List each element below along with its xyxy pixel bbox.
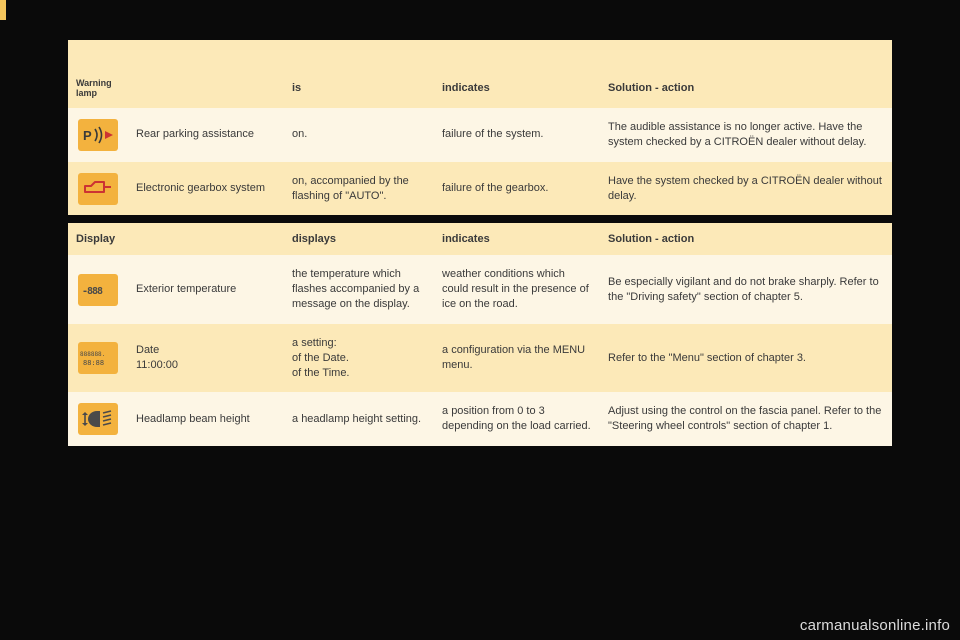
svg-text:888888.: 888888. xyxy=(80,351,105,358)
row-indicates: a configuration via the MENU menu. xyxy=(434,324,600,393)
row-name: Headlamp beam height xyxy=(128,392,284,446)
col-solution-header: Solution - action xyxy=(600,68,892,108)
row-state: on, accompanied by the flashing of "AUTO… xyxy=(284,162,434,216)
icon-cell xyxy=(68,162,128,216)
table-row: Electronic gearbox system on, accompanie… xyxy=(68,162,892,216)
headlamp-height-icon xyxy=(78,403,118,435)
date-display-icon: 888888. 88:88 xyxy=(78,342,118,374)
row-indicates: failure of the system. xyxy=(434,108,600,162)
row-indicates: failure of the gearbox. xyxy=(434,162,600,216)
table-gap xyxy=(68,215,892,223)
row-state: the temperature which flashes accompanie… xyxy=(284,255,434,324)
table-row: P Rear parking assistance on. failure of… xyxy=(68,108,892,162)
table1-banner-row xyxy=(68,40,892,68)
row-name: Electronic gearbox system xyxy=(128,162,284,216)
icon-cell xyxy=(68,392,128,446)
row-state: a setting: of the Date. of the Time. xyxy=(284,324,434,393)
col-solution-header: Solution - action xyxy=(600,223,892,255)
temp-display-icon: -888 xyxy=(78,274,118,306)
col-state-header: is xyxy=(284,68,434,108)
row-name: Rear parking assistance xyxy=(128,108,284,162)
svg-text:-888: -888 xyxy=(82,286,103,297)
icon-cell: -888 xyxy=(68,255,128,324)
display-table: Display displays indicates Solution - ac… xyxy=(68,223,892,446)
parking-sensor-icon: P xyxy=(78,119,118,151)
row-solution: Adjust using the control on the fascia p… xyxy=(600,392,892,446)
table1-banner xyxy=(68,40,892,68)
row-indicates: weather conditions which could result in… xyxy=(434,255,600,324)
table-row: 888888. 88:88 Date 11:00:00 a setting: o… xyxy=(68,324,892,393)
icon-cell: 888888. 88:88 xyxy=(68,324,128,393)
col-icon-header: Display xyxy=(68,223,284,255)
col-indicates-header: indicates xyxy=(434,223,600,255)
table-row: Headlamp beam height a headlamp height s… xyxy=(68,392,892,446)
svg-text:P: P xyxy=(83,128,92,143)
row-solution: Have the system checked by a CITROËN dea… xyxy=(600,162,892,216)
col-state-header: displays xyxy=(284,223,434,255)
icon-cell: P xyxy=(68,108,128,162)
row-indicates: a position from 0 to 3 depending on the … xyxy=(434,392,600,446)
col-name-header xyxy=(128,68,284,108)
row-solution: Be especially vigilant and do not brake … xyxy=(600,255,892,324)
gearbox-icon xyxy=(78,173,118,205)
table2-header-row: Display displays indicates Solution - ac… xyxy=(68,223,892,255)
row-solution: Refer to the "Menu" section of chapter 3… xyxy=(600,324,892,393)
table1-header-row: Warning lamp is indicates Solution - act… xyxy=(68,68,892,108)
col-indicates-header: indicates xyxy=(434,68,600,108)
row-name: Date 11:00:00 xyxy=(128,324,284,393)
row-state: on. xyxy=(284,108,434,162)
page-accent-bar xyxy=(0,0,6,20)
warning-lamp-table: Warning lamp is indicates Solution - act… xyxy=(68,40,892,215)
watermark-text: carmanualsonline.info xyxy=(800,617,950,634)
row-solution: The audible assistance is no longer acti… xyxy=(600,108,892,162)
col-icon-header: Warning lamp xyxy=(68,68,128,108)
svg-text:88:88: 88:88 xyxy=(83,359,104,367)
table-row: -888 Exterior temperature the temperatur… xyxy=(68,255,892,324)
row-name: Exterior temperature xyxy=(128,255,284,324)
row-state: a headlamp height setting. xyxy=(284,392,434,446)
manual-page: Warning lamp is indicates Solution - act… xyxy=(68,40,892,446)
